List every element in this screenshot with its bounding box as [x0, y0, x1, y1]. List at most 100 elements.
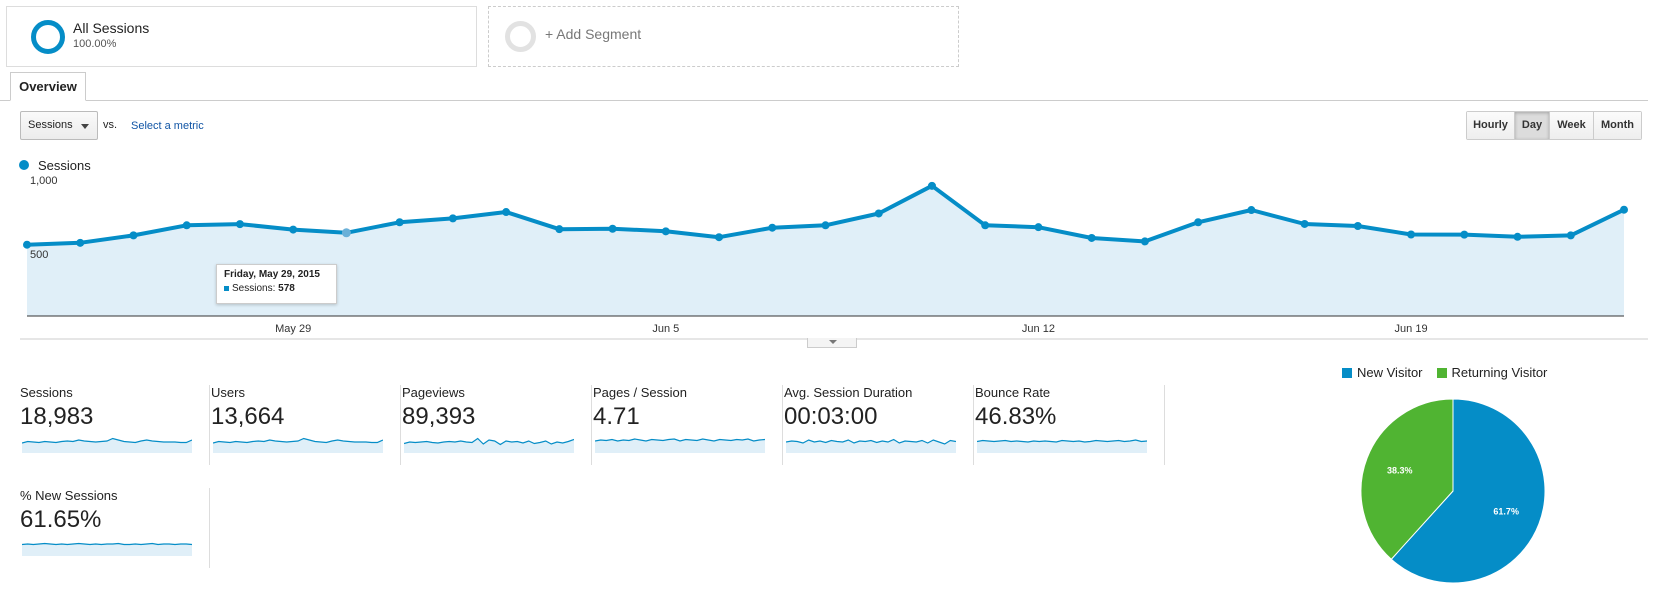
scorecard-value: 4.71	[593, 403, 640, 430]
scorecard[interactable]: Bounce Rate 46.83%	[975, 385, 1165, 465]
chart-tooltip: Friday, May 29, 2015 Sessions: 578	[216, 264, 337, 304]
sparkline-area	[213, 438, 383, 453]
sparkline	[213, 437, 383, 453]
y-tick-label: 500	[30, 249, 48, 261]
scorecard-value: 46.83%	[975, 403, 1057, 430]
visitor-pie-chart[interactable]: 61.7% 38.3%	[1358, 396, 1548, 586]
data-point[interactable]	[608, 224, 617, 233]
sparkline	[404, 437, 574, 453]
metric-select[interactable]: Sessions	[20, 111, 98, 140]
data-point[interactable]	[289, 225, 298, 234]
sparkline-line	[22, 437, 192, 444]
scorecard-label: Pages / Session	[593, 385, 687, 400]
data-point[interactable]	[502, 208, 511, 217]
pie-legend: New Visitor Returning Visitor	[1342, 365, 1547, 380]
x-tick-label: Jun 12	[1022, 323, 1055, 335]
metric-select-value: Sessions	[28, 119, 73, 131]
data-point[interactable]	[395, 218, 404, 227]
scorecard[interactable]: Avg. Session Duration 00:03:00	[784, 385, 974, 465]
sparkline-area	[22, 543, 192, 556]
scorecard-value: 18,983	[20, 403, 94, 430]
tab-overview[interactable]: Overview	[10, 72, 86, 101]
tab-divider	[0, 100, 1648, 101]
pie-slice-label: 38.3%	[1387, 466, 1413, 476]
sparkline-area	[786, 439, 956, 453]
data-point[interactable]	[182, 221, 191, 230]
scorecard[interactable]: Pageviews 89,393	[402, 385, 592, 465]
data-point[interactable]	[821, 221, 830, 230]
month-button[interactable]: Month	[1594, 112, 1641, 139]
data-point[interactable]	[1247, 206, 1256, 215]
data-point[interactable]	[1620, 205, 1628, 214]
sessions-area	[27, 185, 1624, 316]
empty-ring-icon	[505, 21, 536, 52]
data-point[interactable]	[129, 231, 138, 240]
data-point[interactable]	[1140, 237, 1149, 246]
sparkline	[595, 438, 765, 453]
data-point[interactable]	[1034, 223, 1043, 232]
legend-item-new-visitor[interactable]: New Visitor	[1342, 365, 1423, 380]
legend-new-visitor-label: New Visitor	[1357, 365, 1423, 380]
data-point[interactable]	[927, 181, 936, 190]
legend-item-returning-visitor[interactable]: Returning Visitor	[1436, 365, 1548, 380]
data-point[interactable]	[23, 240, 31, 249]
legend-label: Sessions	[38, 158, 91, 173]
pie-slice[interactable]	[1390, 398, 1546, 584]
data-point[interactable]	[235, 220, 244, 229]
legend-returning-visitor-label: Returning Visitor	[1451, 365, 1548, 380]
tooltip-value: 578	[278, 283, 295, 294]
sparkline-line	[213, 437, 383, 444]
data-point[interactable]	[1353, 222, 1362, 230]
y-tick-label: 1,000	[30, 176, 58, 187]
sessions-chart[interactable]: 1,000 500 May 29 Jun 5 Jun 12 Jun 19	[0, 176, 1648, 341]
day-button[interactable]: Day	[1515, 112, 1550, 139]
data-point[interactable]	[874, 209, 883, 218]
tooltip-label: Sessions:	[232, 283, 276, 294]
sparkline	[977, 439, 1147, 453]
sparkline-line	[786, 438, 956, 445]
sparkline	[22, 542, 192, 556]
data-point[interactable]	[715, 233, 724, 242]
scorecard[interactable]: Users 13,664	[211, 385, 401, 465]
scorecard-label: Bounce Rate	[975, 385, 1051, 400]
data-point[interactable]	[981, 221, 990, 230]
x-tick-label: May 29	[275, 323, 311, 335]
data-point[interactable]	[1566, 231, 1575, 240]
add-segment-button[interactable]: + Add Segment	[488, 6, 959, 67]
data-point[interactable]	[555, 225, 564, 234]
scorecard[interactable]: % New Sessions 61.65%	[20, 488, 210, 568]
chart-resize-handle[interactable]	[807, 338, 857, 348]
data-point[interactable]	[76, 238, 85, 247]
pie-slice[interactable]	[1360, 398, 1454, 560]
data-point[interactable]	[1407, 230, 1416, 239]
add-segment-label: + Add Segment	[545, 26, 642, 42]
week-button[interactable]: Week	[1550, 112, 1594, 139]
tooltip-date: Friday, May 29, 2015	[224, 269, 320, 280]
data-point[interactable]	[1300, 219, 1309, 228]
sparkline-line	[22, 542, 192, 546]
data-point[interactable]	[1087, 233, 1096, 242]
scorecard-label: Users	[211, 385, 245, 400]
sparkline-area	[22, 438, 192, 453]
data-point[interactable]	[768, 223, 777, 232]
segment-title: All Sessions	[73, 20, 150, 36]
scorecard[interactable]: Sessions 18,983	[20, 385, 210, 465]
scorecard[interactable]: Pages / Session 4.71	[593, 385, 783, 465]
data-point[interactable]	[341, 228, 351, 238]
sparkline-line	[404, 437, 574, 446]
segment-all-sessions[interactable]: All Sessions 100.00%	[6, 6, 477, 67]
caret-down-icon	[81, 124, 89, 129]
sparkline-line	[977, 439, 1147, 443]
select-metric-link[interactable]: Select a metric	[131, 120, 204, 132]
pie-slice-label: 61.7%	[1493, 507, 1519, 517]
sparkline-area	[977, 440, 1147, 453]
data-point[interactable]	[1194, 218, 1203, 227]
data-point[interactable]	[448, 214, 457, 223]
tooltip-row: Sessions: 578	[224, 283, 329, 294]
data-point[interactable]	[661, 227, 670, 236]
hourly-button[interactable]: Hourly	[1467, 112, 1515, 139]
x-tick-label: Jun 19	[1395, 323, 1428, 335]
data-point[interactable]	[1460, 230, 1469, 239]
data-point[interactable]	[1513, 232, 1522, 241]
scorecard-label: Sessions	[20, 385, 73, 400]
